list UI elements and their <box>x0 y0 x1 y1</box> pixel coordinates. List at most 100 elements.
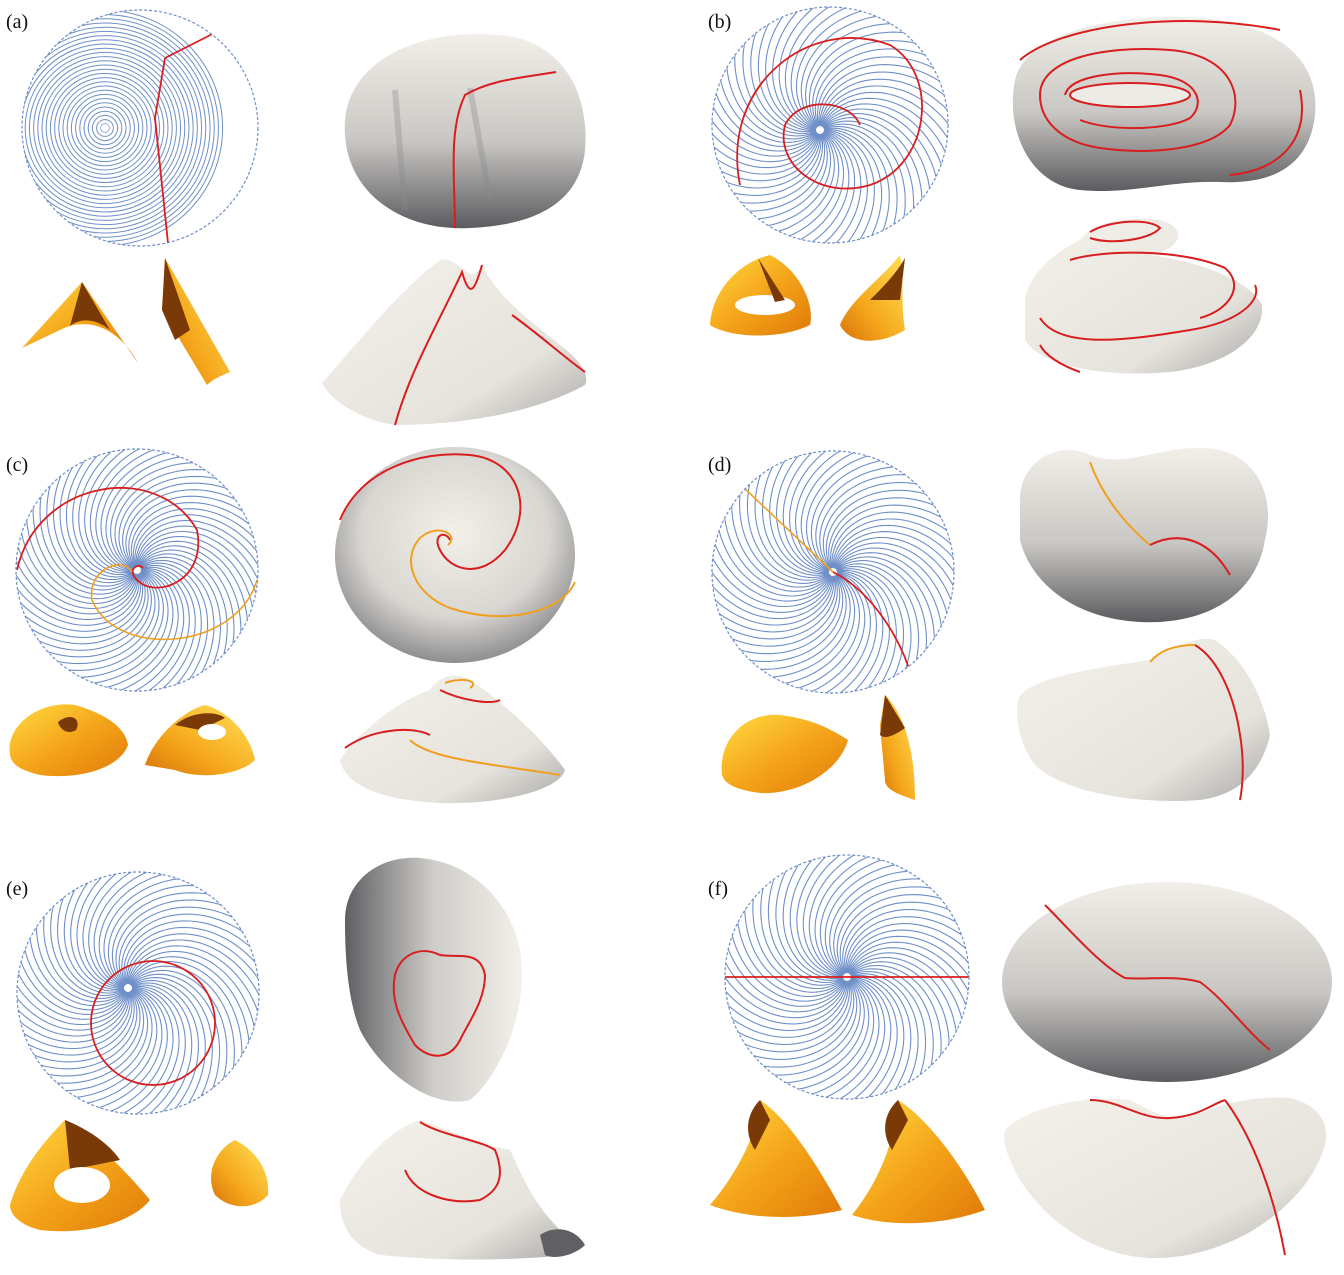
crease-line <box>782 451 869 573</box>
crease-line <box>775 855 844 981</box>
panel-b-top-view <box>1012 17 1316 192</box>
crease-line <box>796 855 883 978</box>
crease-line <box>111 564 202 691</box>
crease-line <box>16 553 144 638</box>
crease-line <box>823 127 890 243</box>
crease-line <box>127 945 259 1061</box>
crease-line <box>128 495 258 569</box>
crease-ring <box>70 93 140 163</box>
crease-line <box>17 990 141 1077</box>
panel-e-label: (e) <box>6 878 28 900</box>
crease-line <box>795 451 903 572</box>
crease-line <box>761 977 880 1099</box>
panel-c-label: (c) <box>6 454 28 476</box>
panel-c-side-view <box>340 675 565 804</box>
panel-d-cones <box>721 695 915 800</box>
crease-ring <box>49 72 161 184</box>
crease-line <box>808 855 917 977</box>
panel-b-label: (b) <box>708 11 731 33</box>
crease-line <box>46 449 136 587</box>
crease-line <box>17 885 128 1020</box>
crease-ring <box>22 22 211 234</box>
crease-line <box>17 872 127 1015</box>
crease-line <box>94 566 196 691</box>
crease-line <box>831 511 954 581</box>
crease-line <box>95 449 229 571</box>
panel-e-cones <box>10 1120 269 1232</box>
crease-line <box>89 449 214 572</box>
crease-line <box>815 129 875 243</box>
crease-line <box>712 574 844 662</box>
crease-ring <box>96 119 114 137</box>
crease-line <box>761 451 830 576</box>
crease-line <box>130 973 221 1114</box>
crease-line <box>819 78 948 144</box>
crease-line <box>17 899 128 1026</box>
crease-line <box>118 906 259 986</box>
panel-e-side-view <box>340 1120 585 1260</box>
panel-d: (d) <box>708 447 1270 801</box>
crease-ring <box>22 18 215 238</box>
mountain-crease <box>736 37 923 190</box>
crease-line <box>16 486 138 615</box>
crease-line <box>819 71 948 127</box>
crease-ring <box>33 56 177 200</box>
crease-ring <box>22 30 203 226</box>
panel-a-crease-pattern <box>21 9 259 247</box>
crease-line <box>16 518 140 626</box>
crease-line <box>712 563 835 633</box>
panel-f-label: (f) <box>708 878 728 900</box>
panel-a-cones <box>22 258 230 385</box>
crease-line <box>823 120 915 243</box>
panel-c: (c) <box>6 447 576 804</box>
panel-f-top-view <box>1002 882 1332 1082</box>
pattern-boundary <box>724 854 970 1100</box>
crease-line <box>78 449 180 574</box>
crease-line <box>850 968 934 1099</box>
panel-c-top-mountain-spiral <box>339 453 522 570</box>
crease-line <box>129 961 243 1104</box>
crease-line <box>820 85 948 161</box>
crease-line <box>712 22 818 148</box>
crease-line <box>748 131 850 243</box>
crease-line <box>797 129 868 243</box>
crease-line <box>847 974 912 1099</box>
panel-b: (b) <box>708 6 1316 374</box>
mountain-crease <box>16 487 200 589</box>
crease-line <box>136 530 258 669</box>
crease-line <box>816 56 948 127</box>
crease-line <box>830 504 954 569</box>
crease-ring <box>28 51 182 205</box>
crease-line <box>115 899 259 986</box>
crease-line <box>765 7 825 131</box>
crease-line <box>72 449 163 576</box>
crease-ring <box>100 123 110 133</box>
crease-line <box>17 991 135 1063</box>
crease-line <box>836 886 969 975</box>
panel-f: (f) <box>708 854 1332 1259</box>
crease-ring <box>58 81 152 175</box>
crease-line <box>744 855 845 993</box>
panel-e: (e) <box>6 857 585 1260</box>
crease-ring <box>91 114 119 142</box>
crease-line <box>130 977 213 1114</box>
pattern-boundary <box>711 6 949 244</box>
crease-ring <box>24 47 186 209</box>
crease-line <box>16 471 138 610</box>
crease-line <box>16 501 139 621</box>
crease-line <box>719 132 840 243</box>
crease-line <box>844 908 969 974</box>
crease-line <box>789 855 865 979</box>
pattern-boundary <box>16 871 260 1115</box>
crease-line <box>132 508 258 605</box>
crease-line <box>16 535 142 632</box>
panel-c-cones <box>9 704 255 777</box>
crease-ring <box>22 26 207 230</box>
crease-line <box>47 987 168 1114</box>
crease-line <box>725 980 850 1046</box>
crease-line <box>17 915 129 1031</box>
crease-line <box>712 575 836 640</box>
crease-line <box>65 449 145 578</box>
crease-ring <box>87 110 123 146</box>
crease-line <box>63 987 174 1114</box>
